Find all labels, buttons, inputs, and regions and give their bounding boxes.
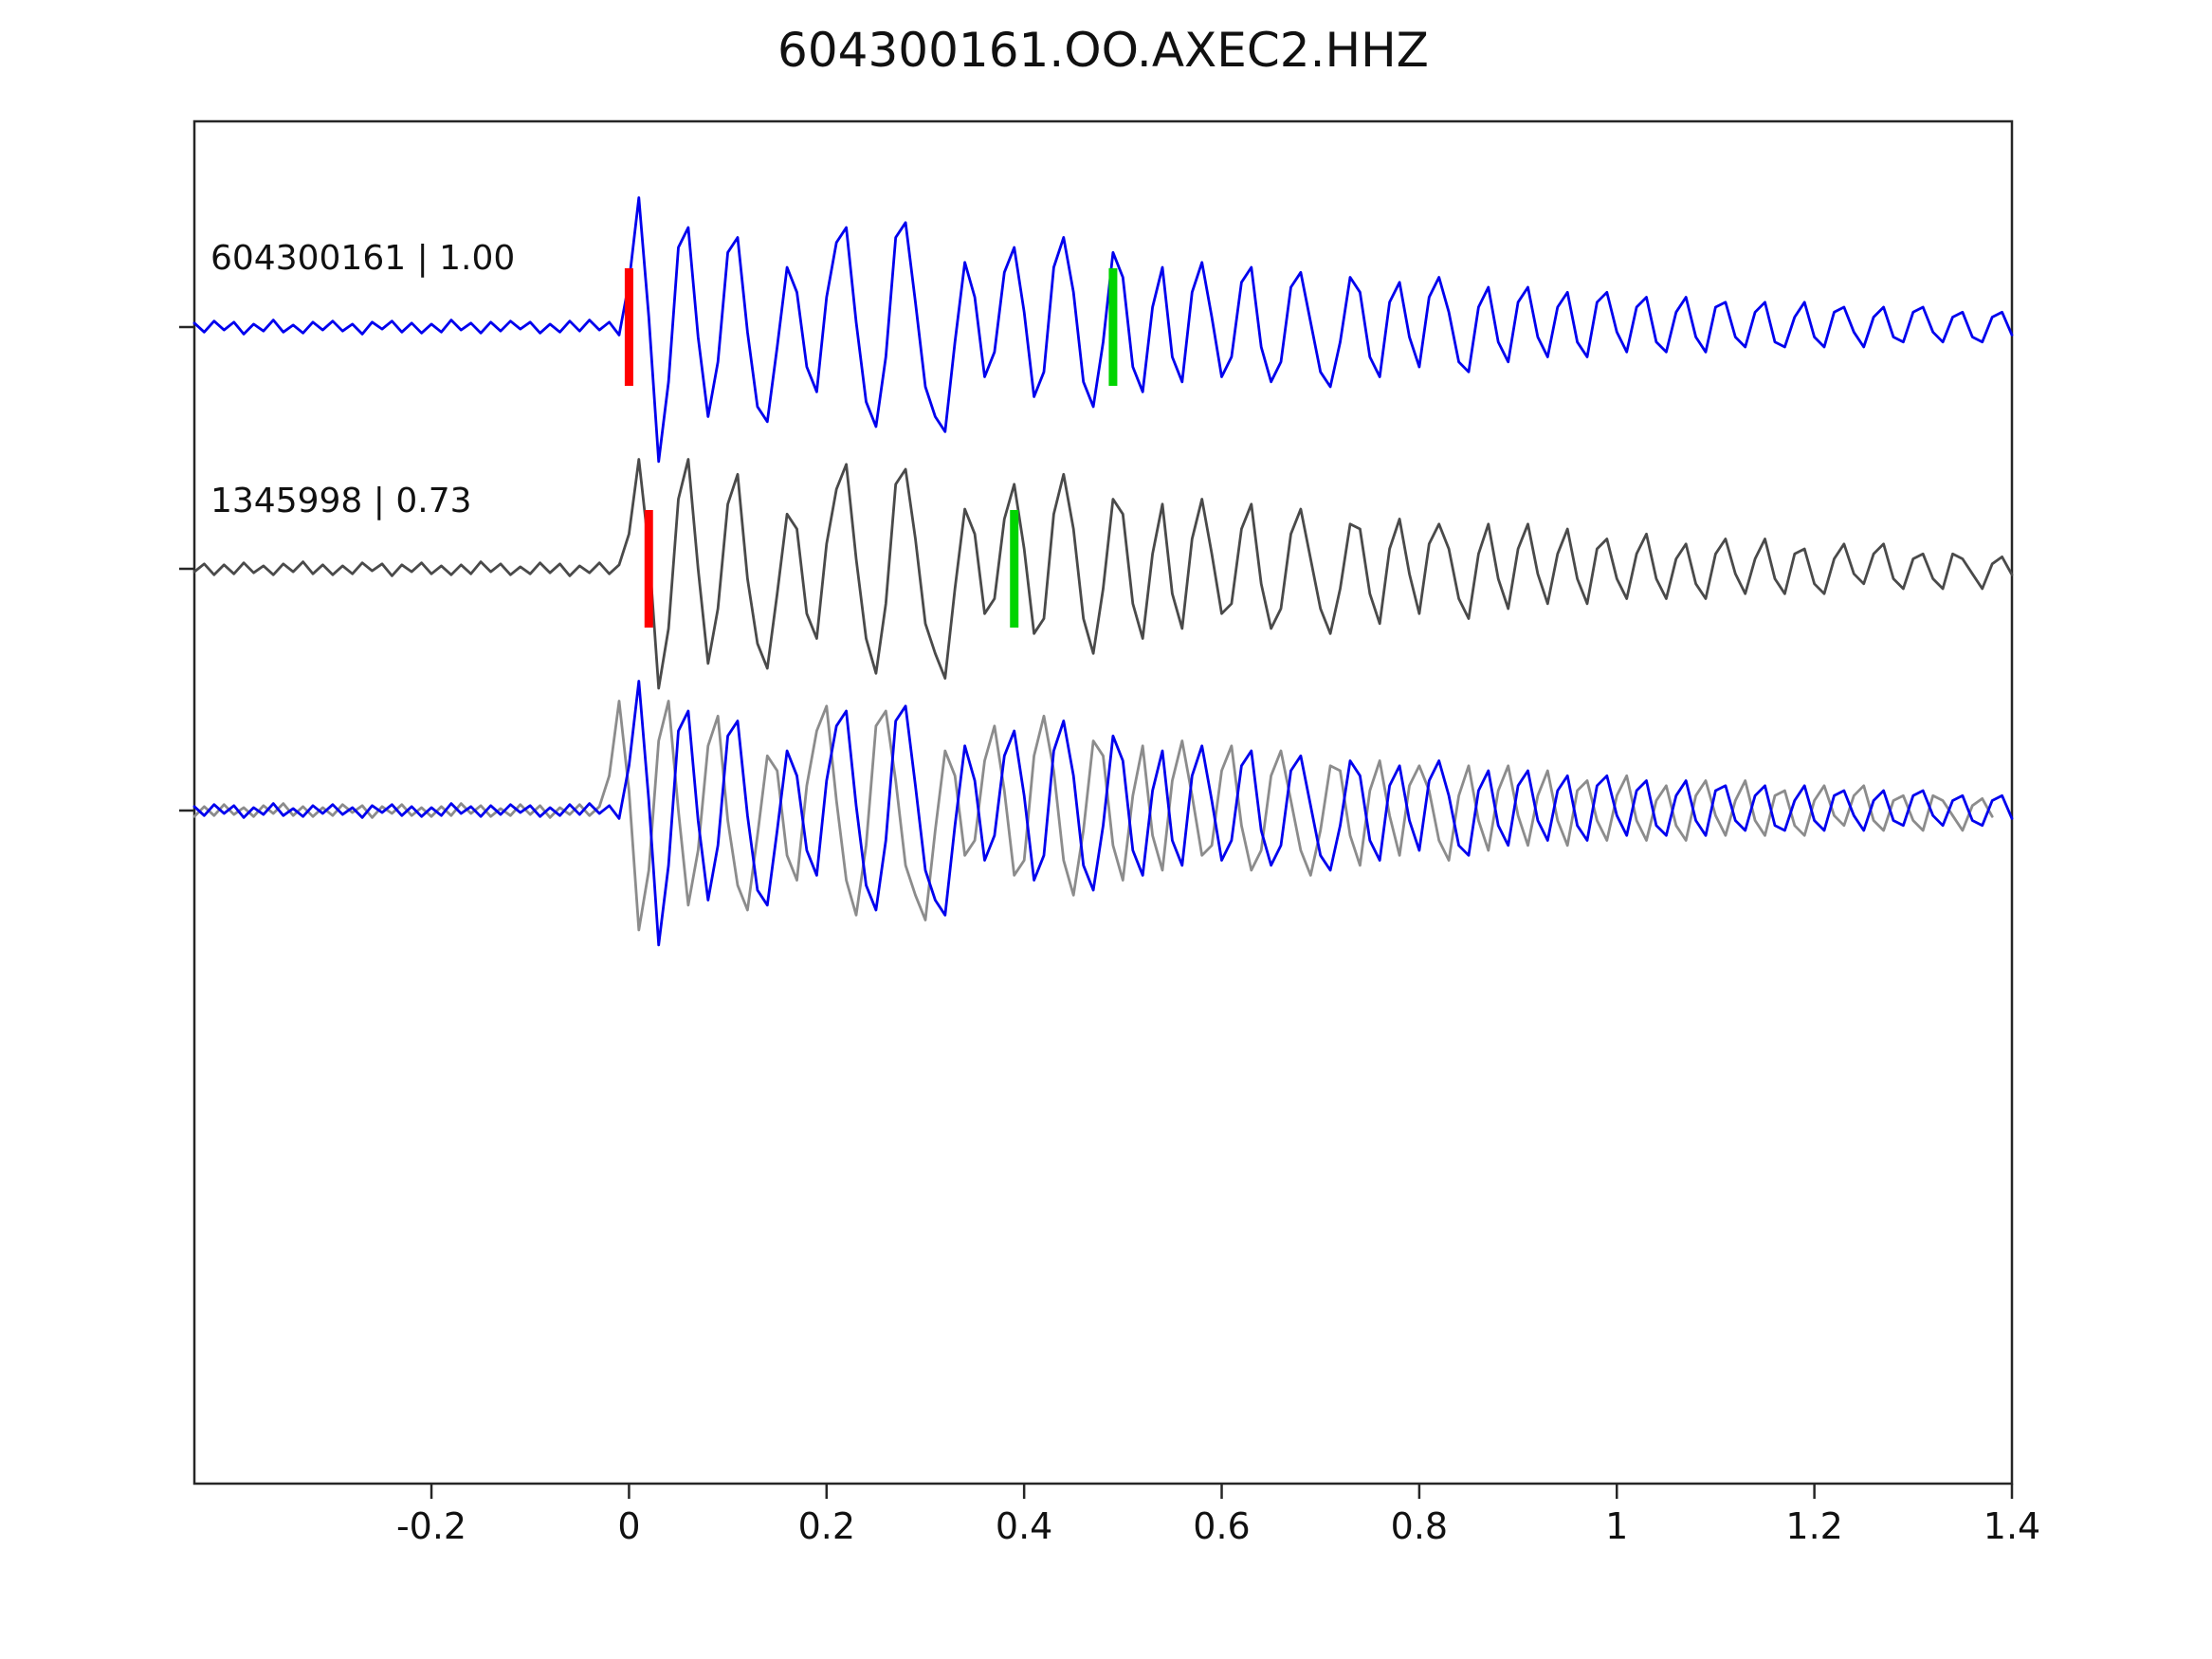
plot-frame — [192, 119, 2014, 1486]
x-tick-label: 0.2 — [798, 1505, 855, 1547]
overlay-trace-gray — [192, 700, 1994, 932]
x-tick-label: 1.4 — [1983, 1505, 2040, 1547]
trace-604300161 — [192, 196, 2014, 464]
x-tick-label: 0.4 — [996, 1505, 1052, 1547]
overlay-trace-blue — [192, 680, 2014, 947]
x-tick-label: -0.2 — [396, 1505, 466, 1547]
trace-label-match: 1345998 | 0.73 — [210, 482, 472, 520]
x-tick-label: 0.6 — [1193, 1505, 1250, 1547]
trace-label-template: 604300161 | 1.00 — [210, 239, 516, 278]
plot-title: 604300161.OO.AXEC2.HHZ — [777, 23, 1429, 78]
x-tick-label: 0.8 — [1391, 1505, 1448, 1547]
x-tick-label: 1 — [1605, 1505, 1628, 1547]
x-tick-label: 1.2 — [1785, 1505, 1842, 1547]
trace-1345998 — [192, 458, 2014, 690]
x-tick-label: 0 — [617, 1505, 640, 1547]
